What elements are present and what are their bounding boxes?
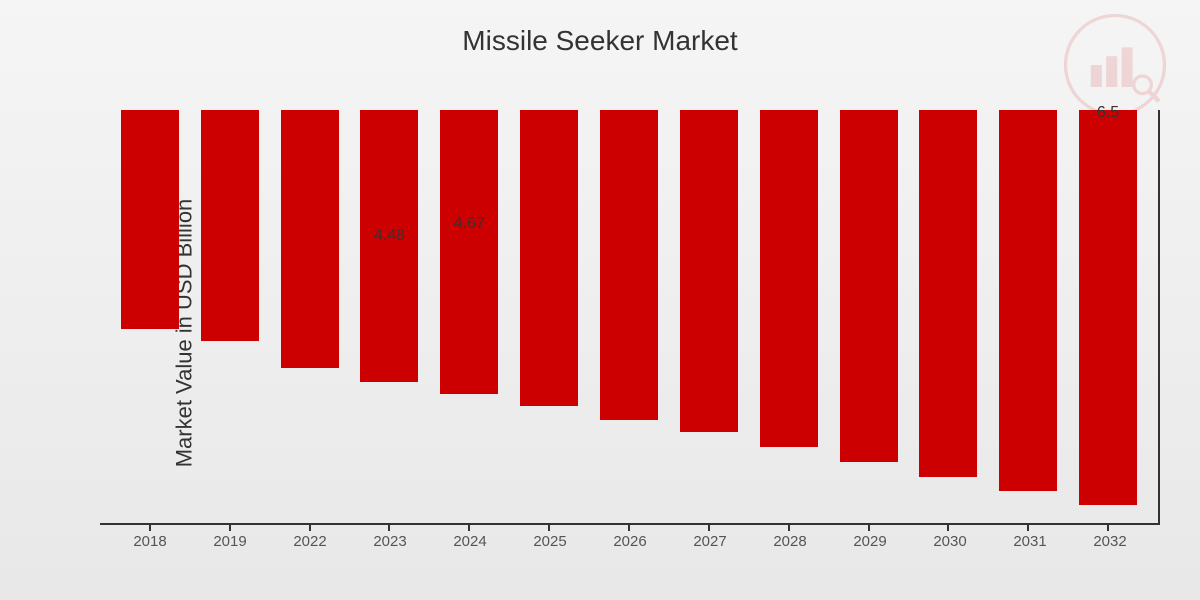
bar-value-label: 4.67 [454,215,485,233]
bars-container: 4.48 4.67 6.5 [100,110,1158,523]
x-axis-label: 2032 [1070,525,1150,555]
x-axis-label: 2018 [110,525,190,555]
bar-wrapper: 4.48 [350,110,430,523]
bar-wrapper [749,110,829,523]
bar-wrapper [669,110,749,523]
x-axis-label: 2019 [190,525,270,555]
bar [919,110,977,477]
bar [360,110,418,382]
bar-wrapper [270,110,350,523]
bar-wrapper [988,110,1068,523]
bar-value-label: 4.48 [374,227,405,245]
bar [680,110,738,432]
chart-container: Missile Seeker Market Market Value in US… [0,0,1200,600]
x-axis-label: 2026 [590,525,670,555]
bar-wrapper [190,110,270,523]
bar-wrapper [829,110,909,523]
x-axis-label: 2031 [990,525,1070,555]
bar-wrapper [908,110,988,523]
bar [201,110,259,341]
x-axis-label: 2028 [750,525,830,555]
bar [281,110,339,368]
bar-wrapper [589,110,669,523]
bar-wrapper: 4.67 [429,110,509,523]
bar [999,110,1057,491]
plot-area: 4.48 4.67 6.5 [100,110,1160,525]
bar [760,110,818,447]
bar-value-label: 6.5 [1097,104,1119,122]
bar [440,110,498,394]
bar-wrapper [509,110,589,523]
bar [600,110,658,420]
x-axis-label: 2025 [510,525,590,555]
x-axis-label: 2029 [830,525,910,555]
x-axis-labels: 2018201920222023202420252026202720282029… [100,525,1160,555]
x-axis-label: 2024 [430,525,510,555]
chart-title: Missile Seeker Market [0,0,1200,57]
x-axis-label: 2030 [910,525,990,555]
chart-area: Market Value in USD Billion 4.484.676.5 … [70,110,1160,555]
x-axis-label: 2022 [270,525,350,555]
x-axis-label: 2027 [670,525,750,555]
bar [1079,110,1137,505]
bar-wrapper: 6.5 [1068,110,1148,523]
bar-wrapper [110,110,190,523]
bar [840,110,898,462]
bar [520,110,578,406]
x-axis-label: 2023 [350,525,430,555]
bar [121,110,179,329]
